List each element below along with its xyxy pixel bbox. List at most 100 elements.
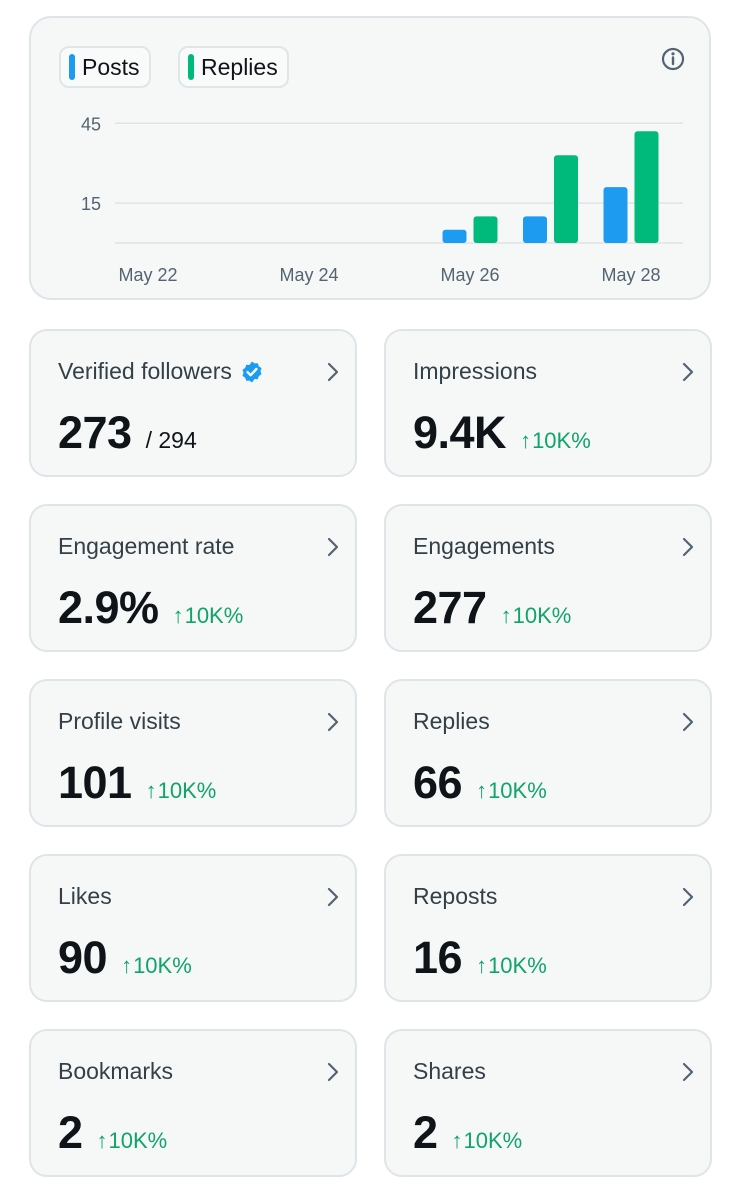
chevron-right-icon[interactable] [680,711,696,733]
stat-label-row: Replies [413,708,490,735]
stat-value: 277 [413,582,487,633]
bar-replies-may-27 [554,155,578,243]
stat-label-row: Verified followers [58,358,264,385]
stat-card-reposts[interactable]: Reposts 16 ↑ 10K% [384,854,712,1002]
stat-value: 2.9% [58,582,159,633]
x-tick-label: May 26 [440,265,499,285]
y-tick-label: 45 [81,114,101,134]
stat-card-replies[interactable]: Replies 66 ↑ 10K% [384,679,712,827]
stat-change: ↑ 10K% [501,603,572,629]
chevron-right-icon[interactable] [680,1061,696,1083]
arrow-up-icon: ↑ [121,953,133,978]
chevron-right-icon[interactable] [325,886,341,908]
arrow-up-icon: ↑ [476,778,488,803]
stat-card-engagements[interactable]: Engagements 277 ↑ 10K% [384,504,712,652]
stat-change: ↑ 10K% [146,778,217,804]
stat-change-value: 10K% [488,778,547,803]
stat-change-value: 10K% [184,603,244,628]
stat-card-impressions[interactable]: Impressions 9.4K ↑ 10K% [384,329,712,477]
stat-card-profile-visits[interactable]: Profile visits 101 ↑ 10K% [29,679,357,827]
stat-value-row: 16 ↑ 10K% [413,932,547,984]
legend-chip-posts[interactable]: Posts [59,46,151,88]
stat-value-row: 273 / 294 [58,407,197,459]
stat-change: ↑ 10K% [452,1128,523,1154]
stat-label-row: Shares [413,1058,486,1085]
stat-value-row: 101 ↑ 10K% [58,757,216,809]
stat-change: ↑ 10K% [173,603,244,629]
y-tick-label: 15 [81,194,101,214]
stat-label-row: Engagements [413,533,555,560]
stat-total: / 294 [145,427,197,453]
stat-change-value: 10K% [488,953,547,978]
bar-chart: 45 15 May 22 May 24 May 26 May 28 [81,114,683,285]
chevron-right-icon[interactable] [325,711,341,733]
stat-value: 2 [413,1107,438,1158]
stat-change: ↑ 10K% [520,428,591,454]
bar-posts-may-27 [523,216,547,243]
stat-value: 273 [58,407,132,458]
stat-change: ↑ 10K% [97,1128,168,1154]
verified-badge-icon [242,361,262,382]
chevron-right-icon[interactable] [680,886,696,908]
chevron-right-icon[interactable] [680,361,696,383]
stat-value-row: 2.9% ↑ 10K% [58,582,243,634]
stat-label: Bookmarks [58,1058,174,1084]
stat-change-value: 10K% [108,1128,168,1153]
stat-label-row: Reposts [413,883,497,910]
x-tick-label: May 24 [279,265,338,285]
stat-label: Shares [413,1058,486,1084]
stat-label: Verified followers [58,358,232,384]
stat-value-row: 90 ↑ 10K% [58,932,192,984]
stat-card-bookmarks[interactable]: Bookmarks 2 ↑ 10K% [29,1029,357,1177]
chevron-right-icon[interactable] [325,361,341,383]
stat-change-value: 10K% [532,428,591,453]
stat-value-row: 2 ↑ 10K% [58,1107,167,1159]
legend-chip-replies[interactable]: Replies [178,46,289,88]
bar-posts-may-26 [442,229,467,243]
arrow-up-icon: ↑ [172,603,184,628]
stat-label: Engagements [413,533,555,559]
legend-swatch-replies [188,54,194,80]
stat-change: ↑ 10K% [121,953,192,979]
arrow-up-icon: ↑ [500,603,512,628]
legend-label-replies: Replies [201,53,278,80]
stat-change-value: 10K% [512,603,572,628]
stat-value-row: 9.4K ↑ 10K% [413,407,591,459]
stat-value: 2 [58,1107,83,1158]
stat-card-shares[interactable]: Shares 2 ↑ 10K% [384,1029,712,1177]
chevron-right-icon[interactable] [325,1061,341,1083]
arrow-up-icon: ↑ [145,778,157,803]
stat-label-row: Impressions [413,358,537,385]
stat-value-row: 66 ↑ 10K% [413,757,547,809]
stat-change: ↑ 10K% [476,953,547,979]
chevron-right-icon[interactable] [680,536,696,558]
chevron-right-icon[interactable] [325,536,341,558]
info-circle-icon[interactable] [660,46,686,72]
stat-card-engagement-rate[interactable]: Engagement rate 2.9% ↑ 10K% [29,504,357,652]
stat-label-row: Profile visits [58,708,181,735]
stat-card-verified-followers[interactable]: Verified followers 273 / 294 [29,329,357,477]
stat-label: Engagement rate [58,533,235,559]
stat-label: Impressions [413,358,537,384]
stat-change-value: 10K% [463,1128,523,1153]
stat-value: 16 [413,932,463,983]
chart-card: Posts Replies 45 15 May 22 May 24 May 26 May … [29,16,711,300]
stat-label-row: Likes [58,883,112,910]
stat-value: 90 [58,932,108,983]
stat-label: Likes [58,883,112,909]
bar-replies-may-26 [473,216,498,243]
stat-value: 101 [58,757,132,808]
stat-label: Profile visits [58,708,181,734]
stat-value: 66 [413,757,463,808]
stat-label: Reposts [413,883,498,909]
bar-posts-may-28 [603,187,628,243]
arrow-up-icon: ↑ [520,428,532,453]
stat-card-likes[interactable]: Likes 90 ↑ 10K% [29,854,357,1002]
stat-change-value: 10K% [133,953,192,978]
stat-value-row: 277 ↑ 10K% [413,582,571,634]
x-tick-label: May 28 [601,265,660,285]
legend-label-posts: Posts [82,53,140,80]
stat-label: Replies [413,708,490,734]
stat-change: ↑ 10K% [476,778,547,804]
arrow-up-icon: ↑ [476,953,488,978]
